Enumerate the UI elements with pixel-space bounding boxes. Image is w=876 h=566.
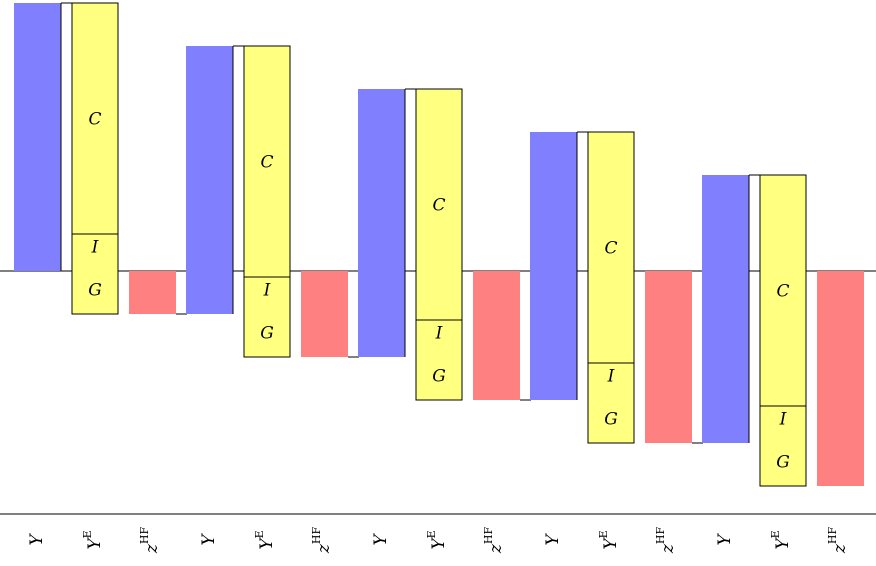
label-sup: HF xyxy=(654,527,667,545)
label-base: Y xyxy=(715,533,735,546)
segment-label: C xyxy=(604,239,617,259)
label-sup: HF xyxy=(310,527,323,545)
column-label: Y xyxy=(199,533,219,546)
column-label: Y xyxy=(27,533,47,546)
segment-label: C xyxy=(776,282,789,302)
label-sup: HF xyxy=(826,527,839,545)
label-sup: E xyxy=(253,530,266,538)
label-sup: HF xyxy=(482,527,495,545)
segment-label: G xyxy=(260,324,274,344)
label-base: Y xyxy=(199,533,219,546)
segment-label: C xyxy=(88,110,101,130)
ye-bar xyxy=(243,45,291,358)
zhf-bar xyxy=(817,271,864,486)
label-sup: E xyxy=(425,530,438,538)
segment-label: I xyxy=(435,324,443,344)
segment-label: I xyxy=(263,281,271,301)
zhf-bar xyxy=(129,271,176,314)
zhf-bar xyxy=(301,271,348,357)
column-label: Y xyxy=(715,533,735,546)
label-base: z xyxy=(486,543,506,554)
segment-label: I xyxy=(607,367,615,387)
label-sup: E xyxy=(597,530,610,538)
ye-bar xyxy=(587,131,635,444)
label-base: Y xyxy=(371,533,391,546)
ye-bar xyxy=(415,88,463,401)
y-bar xyxy=(702,175,749,443)
label-base: Y xyxy=(85,537,105,550)
label-sup: HF xyxy=(138,527,151,545)
label-base: z xyxy=(830,543,850,554)
column-label: YE xyxy=(597,530,621,549)
label-base: Y xyxy=(543,533,563,546)
column-label: Y xyxy=(371,533,391,546)
label-base: Y xyxy=(27,533,47,546)
ye-bar xyxy=(759,174,807,487)
column-label: zHF xyxy=(654,527,678,555)
column-label: zHF xyxy=(310,527,334,555)
column-label: zHF xyxy=(482,527,506,555)
y-bar xyxy=(186,46,233,314)
column-label: zHF xyxy=(138,527,162,555)
segment-label: I xyxy=(779,410,787,430)
segment-label: I xyxy=(91,238,99,258)
zhf-bar xyxy=(645,271,692,443)
label-base: Y xyxy=(257,537,277,550)
segment-label: G xyxy=(432,367,446,387)
column-label: zHF xyxy=(826,527,850,555)
label-base: Y xyxy=(773,537,793,550)
column-label: Y xyxy=(543,533,563,546)
label-sup: E xyxy=(81,530,94,538)
label-base: z xyxy=(314,543,334,554)
y-bar xyxy=(530,132,577,400)
column-label: YE xyxy=(769,530,793,549)
label-sup: E xyxy=(769,530,782,538)
column-label: YE xyxy=(425,530,449,549)
segment-label: G xyxy=(776,453,790,473)
column-label: YE xyxy=(253,530,277,549)
segment-label: G xyxy=(604,410,618,430)
y-bar xyxy=(14,3,61,271)
label-base: z xyxy=(658,543,678,554)
label-base: Y xyxy=(429,537,449,550)
ye-bar xyxy=(71,2,119,315)
segment-label: G xyxy=(88,281,102,301)
segment-label: C xyxy=(432,196,445,216)
y-bar xyxy=(358,89,405,357)
label-base: z xyxy=(142,543,162,554)
zhf-bar xyxy=(473,271,520,400)
label-base: Y xyxy=(601,537,621,550)
column-label: YE xyxy=(81,530,105,549)
segment-label: C xyxy=(260,153,273,173)
